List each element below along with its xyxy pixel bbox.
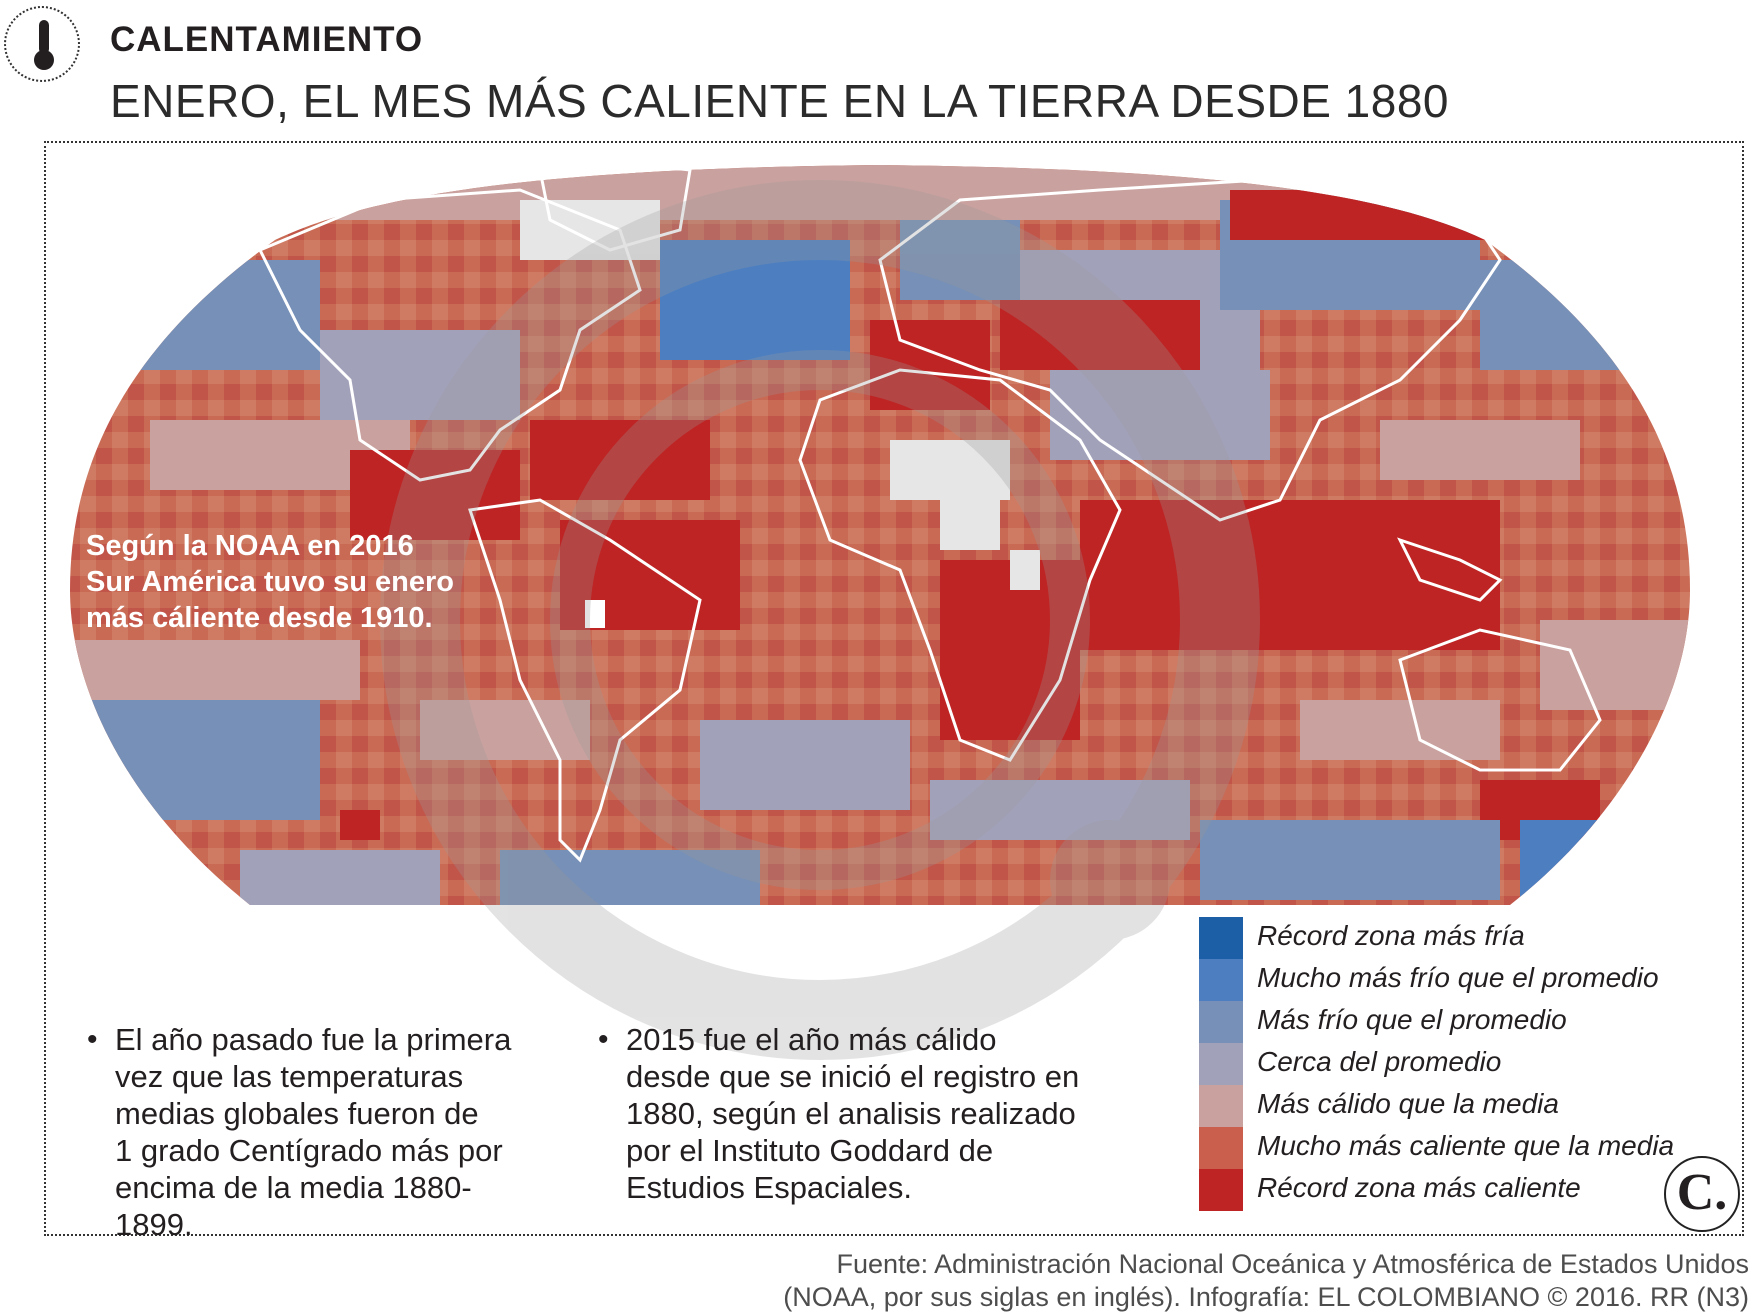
callout-line: Sur América tuvo su enero <box>86 566 454 598</box>
note-line: vez que las temperaturas <box>115 1059 464 1094</box>
legend-label: Mucho más caliente que la media <box>1257 1130 1675 1161</box>
thermometer-badge <box>4 6 80 82</box>
source-line: Fuente: Administración Nacional Oceánica… <box>836 1249 1749 1279</box>
legend-item: Cerca del promedio <box>1199 1043 1669 1085</box>
source-credit: Fuente: Administración Nacional Oceánica… <box>549 1248 1749 1314</box>
legend-label: Mucho más frío que el promedio <box>1257 962 1659 993</box>
legend-item: Mucho más caliente que la media <box>1199 1127 1674 1169</box>
page-title: ENERO, EL MES MÁS CALIENTE EN LA TIERRA … <box>110 75 1450 127</box>
legend-label: Más frío que el promedio <box>1257 1004 1567 1035</box>
camera-lens-watermark <box>380 180 1260 1060</box>
note-line: El año pasado fue la primera <box>115 1022 512 1057</box>
note-line: encima de la media 1880-1899. <box>115 1170 472 1242</box>
continent-outlines <box>257 158 1602 863</box>
note-line: Estudios Espaciales. <box>626 1170 913 1205</box>
legend-swatch <box>1199 1043 1243 1085</box>
legend-item: Mucho más frío que el promedio <box>1199 959 1669 1001</box>
note-line: 1 grado Centígrado más por <box>115 1133 503 1168</box>
legend-swatch <box>1199 1127 1243 1169</box>
legend-swatch <box>1199 1001 1243 1043</box>
bullet-icon: • <box>598 1023 609 1056</box>
legend-swatch <box>1199 959 1243 1001</box>
callout-line: más cáliente desde 1910. <box>86 602 433 634</box>
legend-swatch <box>1199 1085 1243 1127</box>
note-first-degree: • El año pasado fue la primera vez que l… <box>87 1021 535 1243</box>
legend-label: Récord zona más fría <box>1257 920 1525 951</box>
bullet-icon: • <box>87 1023 98 1056</box>
source-line: (NOAA, por sus siglas en inglés). Infogr… <box>783 1282 1749 1312</box>
legend-label: Más cálido que la media <box>1257 1088 1559 1119</box>
callout-line: Según la NOAA en 2016 <box>86 530 414 562</box>
legend-item: Récord zona más caliente <box>1199 1169 1669 1211</box>
legend-swatch <box>1199 917 1243 959</box>
legend-item: Más frío que el promedio <box>1199 1001 1669 1043</box>
el-colombiano-logo: C. <box>1664 1156 1740 1232</box>
legend-label: Cerca del promedio <box>1257 1046 1502 1077</box>
content-frame <box>44 141 1744 1236</box>
note-line: medias globales fueron de <box>115 1096 479 1131</box>
section-label: CALENTAMIENTO <box>110 20 424 59</box>
legend-label: Récord zona más caliente <box>1257 1172 1581 1203</box>
note-warmest-2015: • 2015 fue el año más cálido desde que s… <box>598 1021 1096 1206</box>
legend-swatch <box>1199 1169 1243 1211</box>
legend-item: Más cálido que la media <box>1199 1085 1669 1127</box>
south-america-callout: Según la NOAA en 2016 Sur América tuvo s… <box>86 528 506 636</box>
note-line: desde que se inició el registro en <box>626 1059 1080 1094</box>
note-line: por el Instituto Goddard de <box>626 1133 994 1168</box>
thermometer-icon <box>34 20 54 70</box>
note-line: 1880, según el analisis realizado <box>626 1096 1076 1131</box>
note-line: 2015 fue el año más cálido <box>626 1022 997 1057</box>
legend-item: Récord zona más fría <box>1199 917 1669 959</box>
